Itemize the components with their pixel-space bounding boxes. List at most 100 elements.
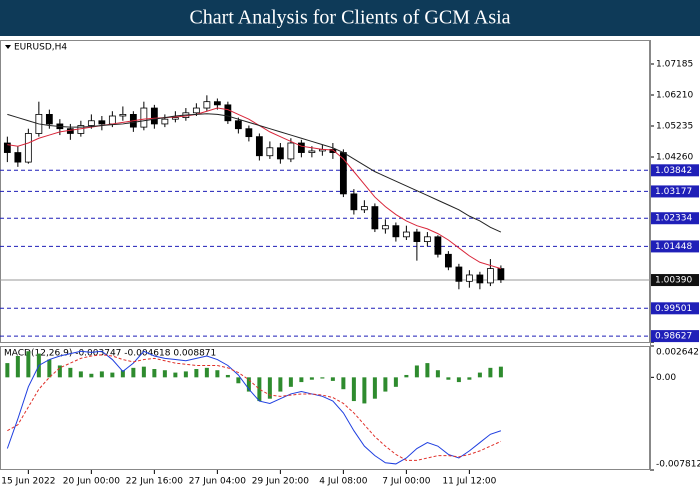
candle-body — [150, 107, 158, 125]
candle-body — [276, 147, 284, 160]
candle-body — [98, 120, 106, 125]
candle-body — [287, 142, 295, 160]
candle-body — [297, 142, 305, 153]
histogram-bar — [498, 366, 503, 378]
x-tick-label: 15 Jun 2022 — [1, 477, 55, 487]
histogram-bar — [89, 373, 94, 378]
candle-body — [486, 268, 494, 284]
candle-body — [213, 101, 221, 106]
histogram-bar — [278, 377, 283, 392]
candle-body — [402, 231, 410, 238]
histogram-bar — [446, 377, 451, 380]
level-label: 1.03842 — [655, 166, 692, 176]
histogram-bar — [236, 377, 241, 384]
candle-body — [224, 104, 232, 122]
x-tick-label: 4 Jul 08:00 — [319, 477, 368, 487]
candle-body — [392, 225, 400, 238]
candle-body — [371, 206, 379, 230]
histogram-bar — [110, 372, 115, 378]
candle-body — [266, 147, 274, 157]
title-bar — [0, 0, 700, 36]
histogram-bar — [173, 372, 178, 378]
chart-title: Chart Analysis for Clients of GCM Asia — [189, 7, 510, 29]
histogram-bar — [162, 370, 167, 378]
line-series — [7, 354, 502, 461]
histogram-bar — [372, 377, 377, 399]
histogram-bar — [141, 366, 146, 378]
level-box — [651, 212, 699, 225]
histogram-bar — [246, 377, 251, 392]
histogram-bar — [435, 370, 440, 378]
y-tick-label: 1.05235 — [656, 122, 693, 132]
candle-body — [360, 206, 368, 211]
candle-body — [108, 115, 116, 125]
histogram-bar — [183, 371, 188, 378]
candle-body — [161, 118, 169, 125]
histogram-bar — [267, 377, 272, 399]
y-tick-label: 0.00 — [656, 373, 676, 383]
histogram-bar — [68, 367, 73, 378]
level-label: 1.03177 — [655, 187, 692, 197]
candle-body — [455, 266, 463, 282]
candle-body — [329, 148, 337, 153]
candle-body — [45, 113, 53, 125]
candle-body — [171, 117, 179, 120]
histogram-bar — [320, 377, 325, 379]
histogram-bar — [47, 359, 52, 378]
histogram-bar — [309, 377, 314, 380]
level-label: 0.99501 — [655, 304, 692, 314]
candle-body — [423, 236, 431, 242]
histogram-bar — [456, 377, 461, 383]
candle-body — [476, 274, 484, 284]
candle-body — [255, 136, 263, 157]
candle-body — [381, 225, 389, 230]
histogram-bar — [341, 377, 346, 390]
candle-body — [14, 152, 22, 163]
line-series — [6, 350, 502, 465]
x-tick-label: 29 Jun 20:00 — [252, 477, 309, 487]
x-tick-label: 20 Jun 00:00 — [63, 477, 120, 487]
candle-body — [234, 120, 242, 130]
y-tick-label: 1.07185 — [656, 60, 693, 70]
histogram-bar — [57, 365, 62, 378]
histogram-bar — [5, 363, 10, 378]
x-tick-label: 22 Jun 16:00 — [126, 477, 183, 487]
candle-body — [413, 231, 421, 242]
histogram-bar — [152, 369, 157, 378]
histogram-bar — [467, 377, 472, 380]
candle-body — [308, 150, 316, 153]
histogram-bar — [204, 367, 209, 378]
y-tick-label: 1.04260 — [656, 153, 693, 163]
histogram-bar — [15, 355, 20, 378]
histogram-bar — [120, 370, 125, 378]
histogram-bar — [299, 377, 304, 383]
y-tick-label: 0.002642 — [656, 348, 699, 358]
histogram-bar — [131, 367, 136, 378]
histogram-bar — [425, 363, 430, 378]
x-tick-label: 7 Jul 00:00 — [382, 477, 431, 487]
candle-body — [497, 268, 505, 281]
last-price-label: 1.00390 — [655, 276, 692, 286]
candle-body — [444, 253, 452, 268]
level-box — [651, 164, 699, 177]
last-price-box — [651, 274, 699, 287]
histogram-bar — [215, 370, 220, 378]
histogram-bar — [26, 351, 31, 378]
symbol-label: EURUSD,H4 — [14, 43, 67, 53]
histogram-bar — [257, 377, 262, 402]
histogram-bar — [404, 374, 409, 378]
level-label: 1.02334 — [655, 214, 692, 224]
histogram-bar — [414, 365, 419, 378]
candle-body — [3, 142, 11, 153]
candle-body — [87, 120, 95, 126]
x-tick-label: 11 Jul 12:00 — [442, 477, 496, 487]
histogram-bar — [99, 371, 104, 378]
level-box — [651, 330, 699, 343]
candle-body — [434, 236, 442, 255]
histogram-bar — [225, 374, 230, 378]
histogram-bar — [488, 367, 493, 378]
level-label: 0.98627 — [655, 332, 692, 342]
macd-label: MACD(12,26,9) -0.003747 -0.004618 0.0088… — [4, 349, 216, 359]
histogram-bar — [393, 377, 398, 387]
